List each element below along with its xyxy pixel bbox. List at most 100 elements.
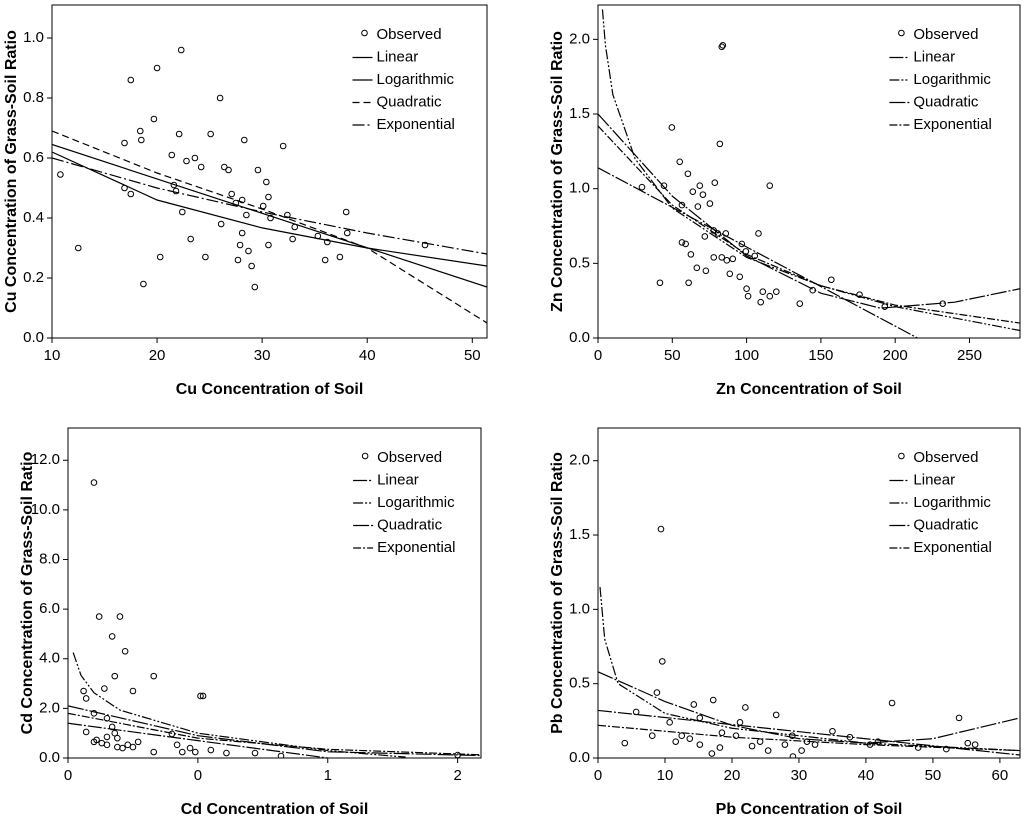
observed-point: [136, 127, 144, 135]
observed-point: [175, 130, 183, 138]
x-tick-label: 20: [724, 767, 741, 784]
observed-point: [289, 235, 296, 243]
fit-line: [68, 712, 481, 756]
observed-point: [811, 741, 819, 748]
observed-point: [708, 750, 716, 757]
legend-marker: [361, 29, 368, 37]
observed-point: [827, 276, 835, 284]
observed-point: [759, 288, 767, 296]
observed-point: [197, 692, 204, 700]
x-tick-label: 0: [594, 347, 602, 364]
legend-label: Linear: [913, 471, 955, 488]
fit-line: [598, 724, 1020, 752]
x-tick-label: 250: [957, 347, 982, 364]
observed-point: [736, 273, 744, 281]
x-tick-label: 1: [324, 767, 332, 784]
observed-point: [82, 695, 90, 702]
x-tick-label: 50: [664, 347, 681, 364]
observed-point: [236, 241, 244, 249]
fit-line: [52, 130, 487, 324]
legend-label: Logarithmic: [377, 494, 455, 511]
observed-point: [153, 64, 161, 72]
observed-point: [238, 196, 246, 204]
observed-point: [757, 298, 765, 306]
panel: 10 20 30 40 500.00.20.40.60.81.0Cu Concentra…: [3, 4, 488, 398]
observed-point: [701, 233, 709, 240]
observed-point: [323, 238, 331, 246]
observed-point: [632, 708, 640, 716]
observed-point: [689, 188, 697, 195]
plot-frame: [67, 427, 482, 759]
y-tick-label: 4.0: [39, 650, 60, 667]
observed-point: [199, 692, 207, 700]
observed-point: [678, 201, 686, 209]
observed-point: [150, 748, 158, 756]
observed-point: [150, 672, 158, 680]
observed-point: [114, 743, 121, 751]
y-axis-title: Cd Concentration of Grass-Soil Ratio: [19, 451, 36, 734]
y-tick-label: 1.0: [569, 180, 590, 197]
legend-label: Exponential: [377, 539, 455, 556]
observed-point: [121, 139, 128, 147]
observed-point: [660, 182, 668, 189]
x-tick-label: 200: [883, 347, 908, 364]
observed-point: [217, 220, 225, 228]
observed-point: [90, 710, 98, 717]
observed-point: [764, 747, 772, 754]
observed-point: [108, 633, 116, 640]
observed-point: [748, 742, 756, 750]
observed-point: [95, 613, 103, 620]
fit-line: [52, 151, 487, 267]
legend-label: Linear: [377, 48, 419, 65]
x-tick-label: 50: [464, 347, 481, 364]
fit-line: [72, 652, 406, 758]
observed-point: [709, 696, 717, 704]
observed-point: [756, 738, 764, 745]
observed-point: [127, 190, 135, 198]
legend-label: Logarithmic: [377, 71, 455, 88]
observed-point: [829, 727, 836, 735]
observed-point: [729, 255, 737, 263]
observed-point: [90, 738, 98, 746]
observed-point: [225, 166, 232, 174]
y-tick-label: 0.6: [23, 149, 44, 166]
observed-point: [238, 229, 246, 237]
observed-point: [685, 279, 692, 287]
observed-point: [245, 247, 252, 255]
x-tick-label: 100: [734, 347, 759, 364]
x-tick-label: 20: [149, 347, 166, 364]
observed-point: [172, 187, 180, 195]
observed-point: [183, 157, 190, 165]
observed-point: [738, 240, 746, 248]
legend-label: Quadratic: [377, 516, 443, 533]
observed-point: [766, 182, 774, 189]
observed-point: [621, 739, 629, 747]
observed-point: [251, 749, 259, 757]
observed-point: [234, 256, 242, 264]
observed-point: [971, 741, 979, 748]
y-tick-label: 0.2: [23, 269, 44, 286]
observed-point: [111, 729, 119, 737]
observed-point: [74, 244, 82, 252]
observed-point: [773, 288, 780, 296]
y-tick-label: 1.0: [23, 29, 44, 46]
observed-point: [696, 741, 704, 748]
legend-label: Logarithmic: [913, 494, 991, 511]
observed-point: [111, 672, 119, 680]
observed-point: [90, 479, 98, 486]
observed-point: [751, 252, 759, 260]
plot-frame: [51, 4, 488, 339]
observed-point: [736, 719, 744, 726]
observed-point: [693, 264, 701, 272]
observed-point: [421, 241, 429, 249]
legend-label: Quadratic: [913, 93, 979, 110]
observed-point: [711, 179, 719, 186]
observed-point: [80, 687, 87, 695]
y-tick-label: 0.4: [23, 209, 44, 226]
observed-point: [221, 163, 228, 171]
observed-point: [103, 733, 111, 741]
legend-marker: [361, 452, 369, 460]
legend-label: Linear: [913, 48, 955, 65]
